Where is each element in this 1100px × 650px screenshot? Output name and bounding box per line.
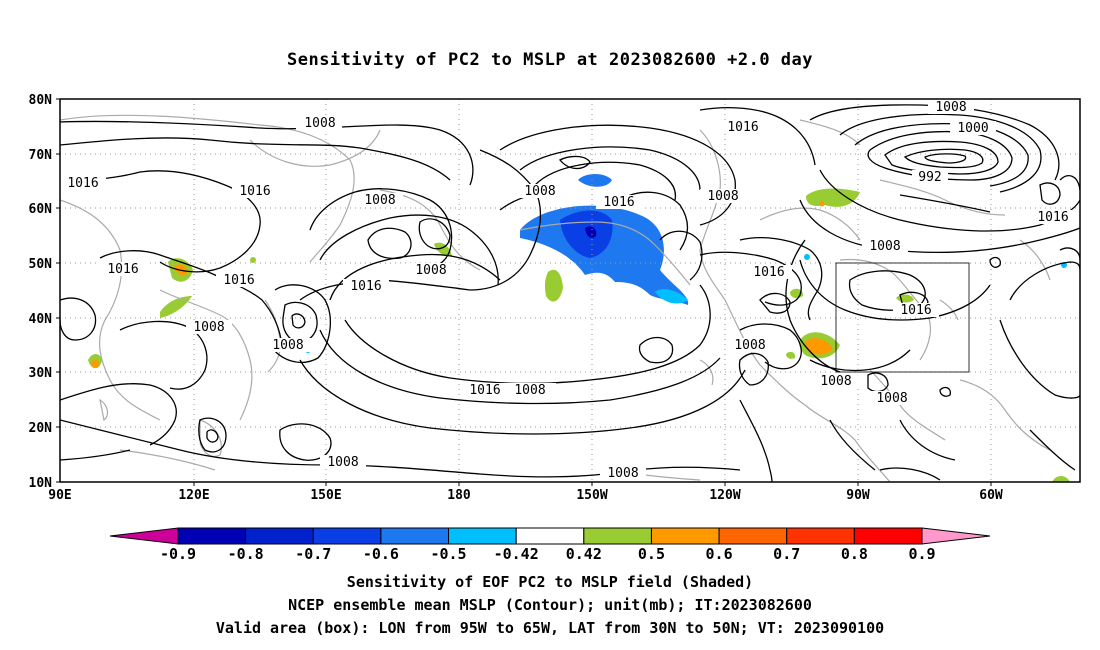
contour-label: 1016 <box>469 383 500 398</box>
colorbar-right-arrow <box>921 527 991 545</box>
contour-label: 1008 <box>415 263 446 278</box>
contour-label: 1016 <box>727 120 758 135</box>
lat-label: 60N <box>29 202 53 217</box>
contour-label: 1016 <box>350 279 381 294</box>
contour-label: 1008 <box>869 239 900 254</box>
lat-label: 70N <box>29 148 53 163</box>
contour-label: 1016 <box>900 303 931 318</box>
contour-label: 1008 <box>734 338 765 353</box>
contour-label: 1000 <box>957 121 988 136</box>
colorbar-label: 0.8 <box>841 545 868 563</box>
lat-label: 80N <box>29 93 53 108</box>
contour-label: 1008 <box>820 374 851 389</box>
colorbar-label: 0.5 <box>638 545 665 563</box>
positive-sensitivity-region <box>434 242 452 257</box>
valid-area-box <box>835 262 970 373</box>
contour-label: 1008 <box>707 189 738 204</box>
colorbar-label: 0.9 <box>908 545 935 563</box>
positive-sensitivity-region <box>91 360 99 368</box>
colorbar-label: 0.6 <box>706 545 733 563</box>
colorbar-cell <box>515 527 585 545</box>
negative-sensitivity-region <box>804 254 810 260</box>
map-panel: 1008 1016 1016 1016 1008 1008 1008 1016 … <box>29 93 1081 503</box>
positive-sensitivity-region <box>544 269 563 302</box>
lon-label: 90W <box>846 488 870 503</box>
colorbar-cell <box>786 527 855 545</box>
lat-label: 30N <box>29 366 53 381</box>
positive-sensitivity-region <box>819 201 825 207</box>
lon-label: 180 <box>447 488 471 503</box>
chart-title: Sensitivity of PC2 to MSLP at 2023082600… <box>286 50 813 70</box>
colorbar-cell <box>853 527 923 545</box>
lon-label: 120E <box>178 488 209 503</box>
positive-sensitivity-region <box>160 296 192 318</box>
positive-sensitivity-region <box>1052 476 1070 482</box>
lon-label: 150E <box>310 488 341 503</box>
negative-sensitivity-region <box>520 205 689 305</box>
colorbar-cell <box>177 527 247 545</box>
positive-sensitivity-region <box>786 351 796 359</box>
map-frame <box>59 98 1081 483</box>
contour-label: 1008 <box>304 116 335 131</box>
footer-line-3: Valid area (box): LON from 95W to 65W, L… <box>215 619 885 637</box>
contour-label: 1008 <box>327 455 358 470</box>
lon-label: 120W <box>709 488 740 503</box>
lat-label: 20N <box>29 421 53 436</box>
negative-sensitivity-region <box>578 174 612 187</box>
contour-label: 1016 <box>67 176 98 191</box>
contour-label: 1008 <box>193 320 224 335</box>
contour-label: 992 <box>918 170 941 185</box>
lon-label: 60W <box>979 488 1003 503</box>
lon-label: 90E <box>48 488 71 503</box>
colorbar-cell <box>312 527 382 545</box>
contour-label: 1008 <box>364 193 395 208</box>
contour-label: 1016 <box>223 273 254 288</box>
colorbar-cell <box>448 527 517 545</box>
colorbar-label: -0.9 <box>160 545 196 563</box>
contour-label: 1008 <box>876 391 907 406</box>
colorbar-label: -0.7 <box>295 545 331 563</box>
contour-label: 1008 <box>935 100 966 115</box>
negative-sensitivity-region <box>585 226 597 238</box>
colorbar-label: -0.5 <box>430 545 466 563</box>
positive-sensitivity-region <box>805 338 833 355</box>
contour-label: 1016 <box>239 184 270 199</box>
positive-sensitivity-region <box>806 188 860 207</box>
contour-label: 1008 <box>272 338 303 353</box>
colorbar-cell <box>245 527 314 545</box>
contour-label: 1016 <box>753 265 784 280</box>
contour-label: 1008 <box>524 184 555 199</box>
colorbar-label: -0.8 <box>228 545 264 563</box>
lat-label: 50N <box>29 257 53 272</box>
sensitivity-shading <box>88 174 1070 482</box>
lat-label: 40N <box>29 312 53 327</box>
colorbar-cell <box>380 527 450 545</box>
lon-label: 150W <box>576 488 607 503</box>
colorbar-label: 0.7 <box>773 545 800 563</box>
colorbar: -0.9 -0.8 -0.7 -0.6 -0.5 -0.42 0.42 0.5 0.6 0.7 0.… <box>109 527 991 563</box>
colorbar-label: -0.42 <box>494 545 539 563</box>
colorbar-left-arrow <box>109 527 179 545</box>
contour-label: 1016 <box>107 262 138 277</box>
contour-label: 1008 <box>607 466 638 481</box>
contour-label: 1016 <box>1037 210 1068 225</box>
colorbar-cell <box>718 527 788 545</box>
lat-label: 10N <box>29 476 53 491</box>
colorbar-label: 0.42 <box>566 545 602 563</box>
colorbar-cell <box>650 527 720 545</box>
footer-line-1: Sensitivity of EOF PC2 to MSLP field (Sh… <box>346 573 754 591</box>
contour-label: 1008 <box>514 383 545 398</box>
positive-sensitivity-region <box>250 257 256 263</box>
negative-sensitivity-region <box>655 289 688 304</box>
colorbar-label: -0.6 <box>363 545 399 563</box>
footer-line-2: NCEP ensemble mean MSLP (Contour); unit(… <box>288 596 812 614</box>
colorbar-cell <box>583 527 652 545</box>
contour-label: 1016 <box>603 195 634 210</box>
